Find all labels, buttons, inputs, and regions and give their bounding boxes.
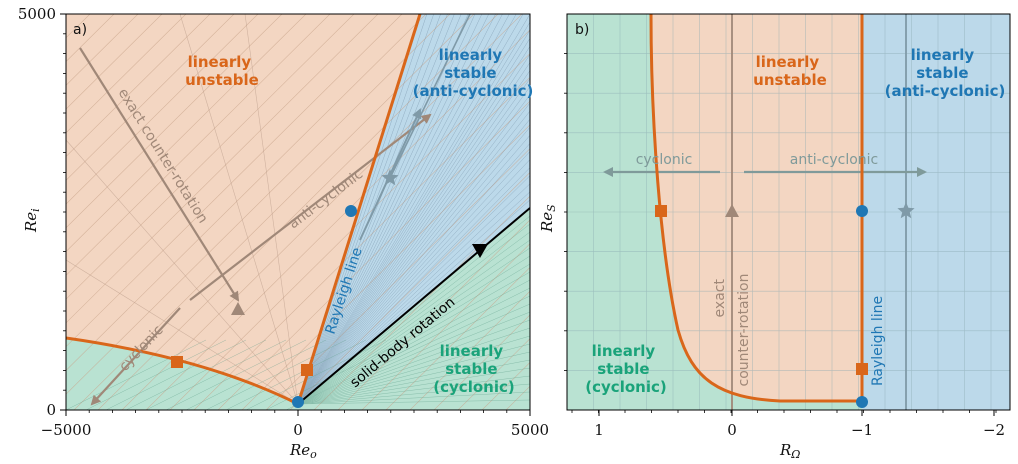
x-tick-b-0: 1 — [594, 421, 604, 439]
circle-marker-b1 — [856, 205, 868, 217]
triangle-marker-a — [231, 302, 245, 315]
x-tick-b-3: −2 — [983, 421, 1005, 439]
panel-label-a: a) — [73, 22, 87, 38]
label-rayleigh-b: Rayleigh line — [870, 296, 886, 386]
square-marker-a1 — [171, 356, 183, 368]
stability-curve-b — [649, 14, 862, 403]
star-line — [389, 14, 471, 179]
stability-curve-a — [66, 336, 299, 406]
x-tick-b-1: 0 — [727, 421, 737, 439]
star-marker-a — [381, 169, 399, 186]
region-label-anticyclonic-a: linearly stable (anti-cyclonic) — [413, 46, 534, 100]
exact-counter-rotation-line — [79, 47, 240, 302]
panel-b: 1 0 −1 −2 RΩ ReS b) linearly unstable li… — [538, 13, 1011, 461]
triangle-marker-b — [725, 204, 739, 217]
region-stable-cyclonic-a — [66, 208, 530, 410]
x-tick-a-0: −5000 — [41, 421, 92, 439]
region-label-cyclonic-a: linearly stable (cyclonic) — [433, 342, 514, 396]
region-unstable-b — [651, 14, 862, 401]
fan-lines-cyclonic-a — [66, 207, 530, 410]
cyclonic-arrow — [90, 307, 181, 406]
square-marker-b2 — [856, 363, 868, 375]
label-anticyclonic-b: anti-cyclonic — [790, 152, 878, 168]
y-axis-title-a: Rei — [22, 208, 42, 233]
grid-b — [567, 14, 1010, 410]
rayleigh-line-a — [296, 14, 422, 405]
square-marker-b1 — [655, 205, 667, 217]
region-label-anticyclonic-b: linearly stable (anti-cyclonic) — [885, 46, 1006, 100]
square-marker-a2 — [301, 364, 313, 376]
label-cyclonic-b: cyclonic — [636, 152, 693, 168]
x-axis-title-b: RΩ — [779, 441, 800, 461]
star-marker-b — [897, 202, 915, 219]
circle-marker-a2 — [292, 396, 304, 408]
panel-label-b: b) — [575, 22, 589, 38]
y-tick-a-1: 5000 — [18, 5, 56, 23]
label-exact-counter-rotation-b: exact counter-rotation — [712, 274, 752, 387]
y-tick-a-0: 0 — [46, 401, 56, 419]
x-tick-a-1: 0 — [293, 421, 303, 439]
solid-body-line — [297, 207, 530, 405]
x-tick-a-2: 5000 — [511, 421, 549, 439]
panel-a: −5000 0 5000 0 5000 Reo Rei a) linearly … — [18, 5, 549, 461]
circle-marker-a1 — [345, 205, 357, 217]
y-axis-title-b: ReS — [538, 204, 558, 233]
anticyclonic-arrow — [189, 113, 432, 301]
region-label-unstable-a: linearly unstable — [185, 53, 259, 89]
region-label-cyclonic-b: linearly stable (cyclonic) — [585, 342, 666, 396]
x-tick-b-2: −1 — [851, 421, 873, 439]
region-label-unstable-b: linearly unstable — [753, 53, 827, 89]
x-axis-title-a: Reo — [289, 441, 317, 461]
down-triangle-marker — [472, 244, 488, 258]
circle-marker-b2 — [856, 396, 868, 408]
